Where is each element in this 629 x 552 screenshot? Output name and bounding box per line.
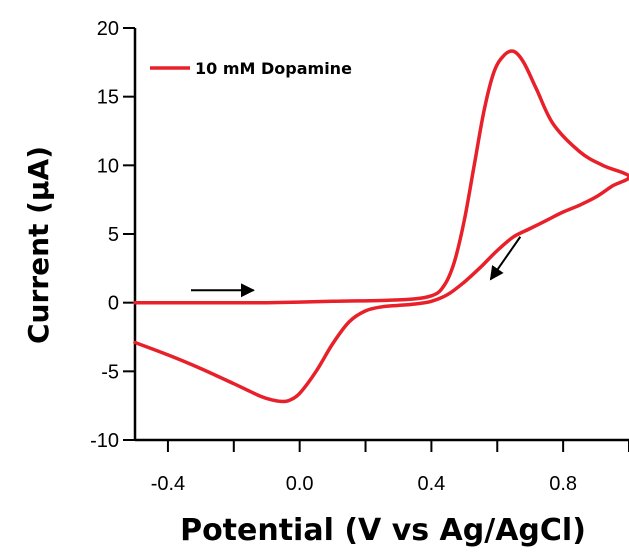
annotations	[190, 236, 522, 298]
y-axis-ticks: -10 -5 0 5 10 15 20	[90, 18, 135, 452]
x-tick-label: 0.8	[549, 473, 577, 495]
scan-direction-arrow-down-left	[489, 236, 522, 281]
y-tick-label: 10	[97, 155, 119, 177]
y-tick-label: -5	[101, 361, 119, 383]
x-axis-ticks: -0.4 0.0 0.4 0.8	[151, 440, 629, 495]
y-axis-title: Current (µA)	[22, 146, 55, 344]
x-tick-label: -0.4	[151, 473, 185, 495]
y-tick-label: 0	[108, 293, 119, 315]
axes	[133, 28, 629, 442]
y-tick-label: -10	[90, 430, 119, 452]
series-line-10mm-dopamine	[133, 49, 629, 404]
x-tick-label: 0.0	[286, 473, 314, 495]
y-tick-label: 5	[108, 224, 119, 246]
x-tick-label: 0.4	[417, 473, 445, 495]
y-tick-label: 20	[97, 18, 119, 40]
legend-label-10mm-dopamine: 10 mM Dopamine	[195, 59, 352, 78]
legend: 10 mM Dopamine	[150, 59, 352, 78]
y-tick-label: 15	[97, 87, 119, 109]
series-layer	[133, 49, 629, 404]
x-axis-title: Potential (V vs Ag/AgCl)	[180, 513, 586, 548]
